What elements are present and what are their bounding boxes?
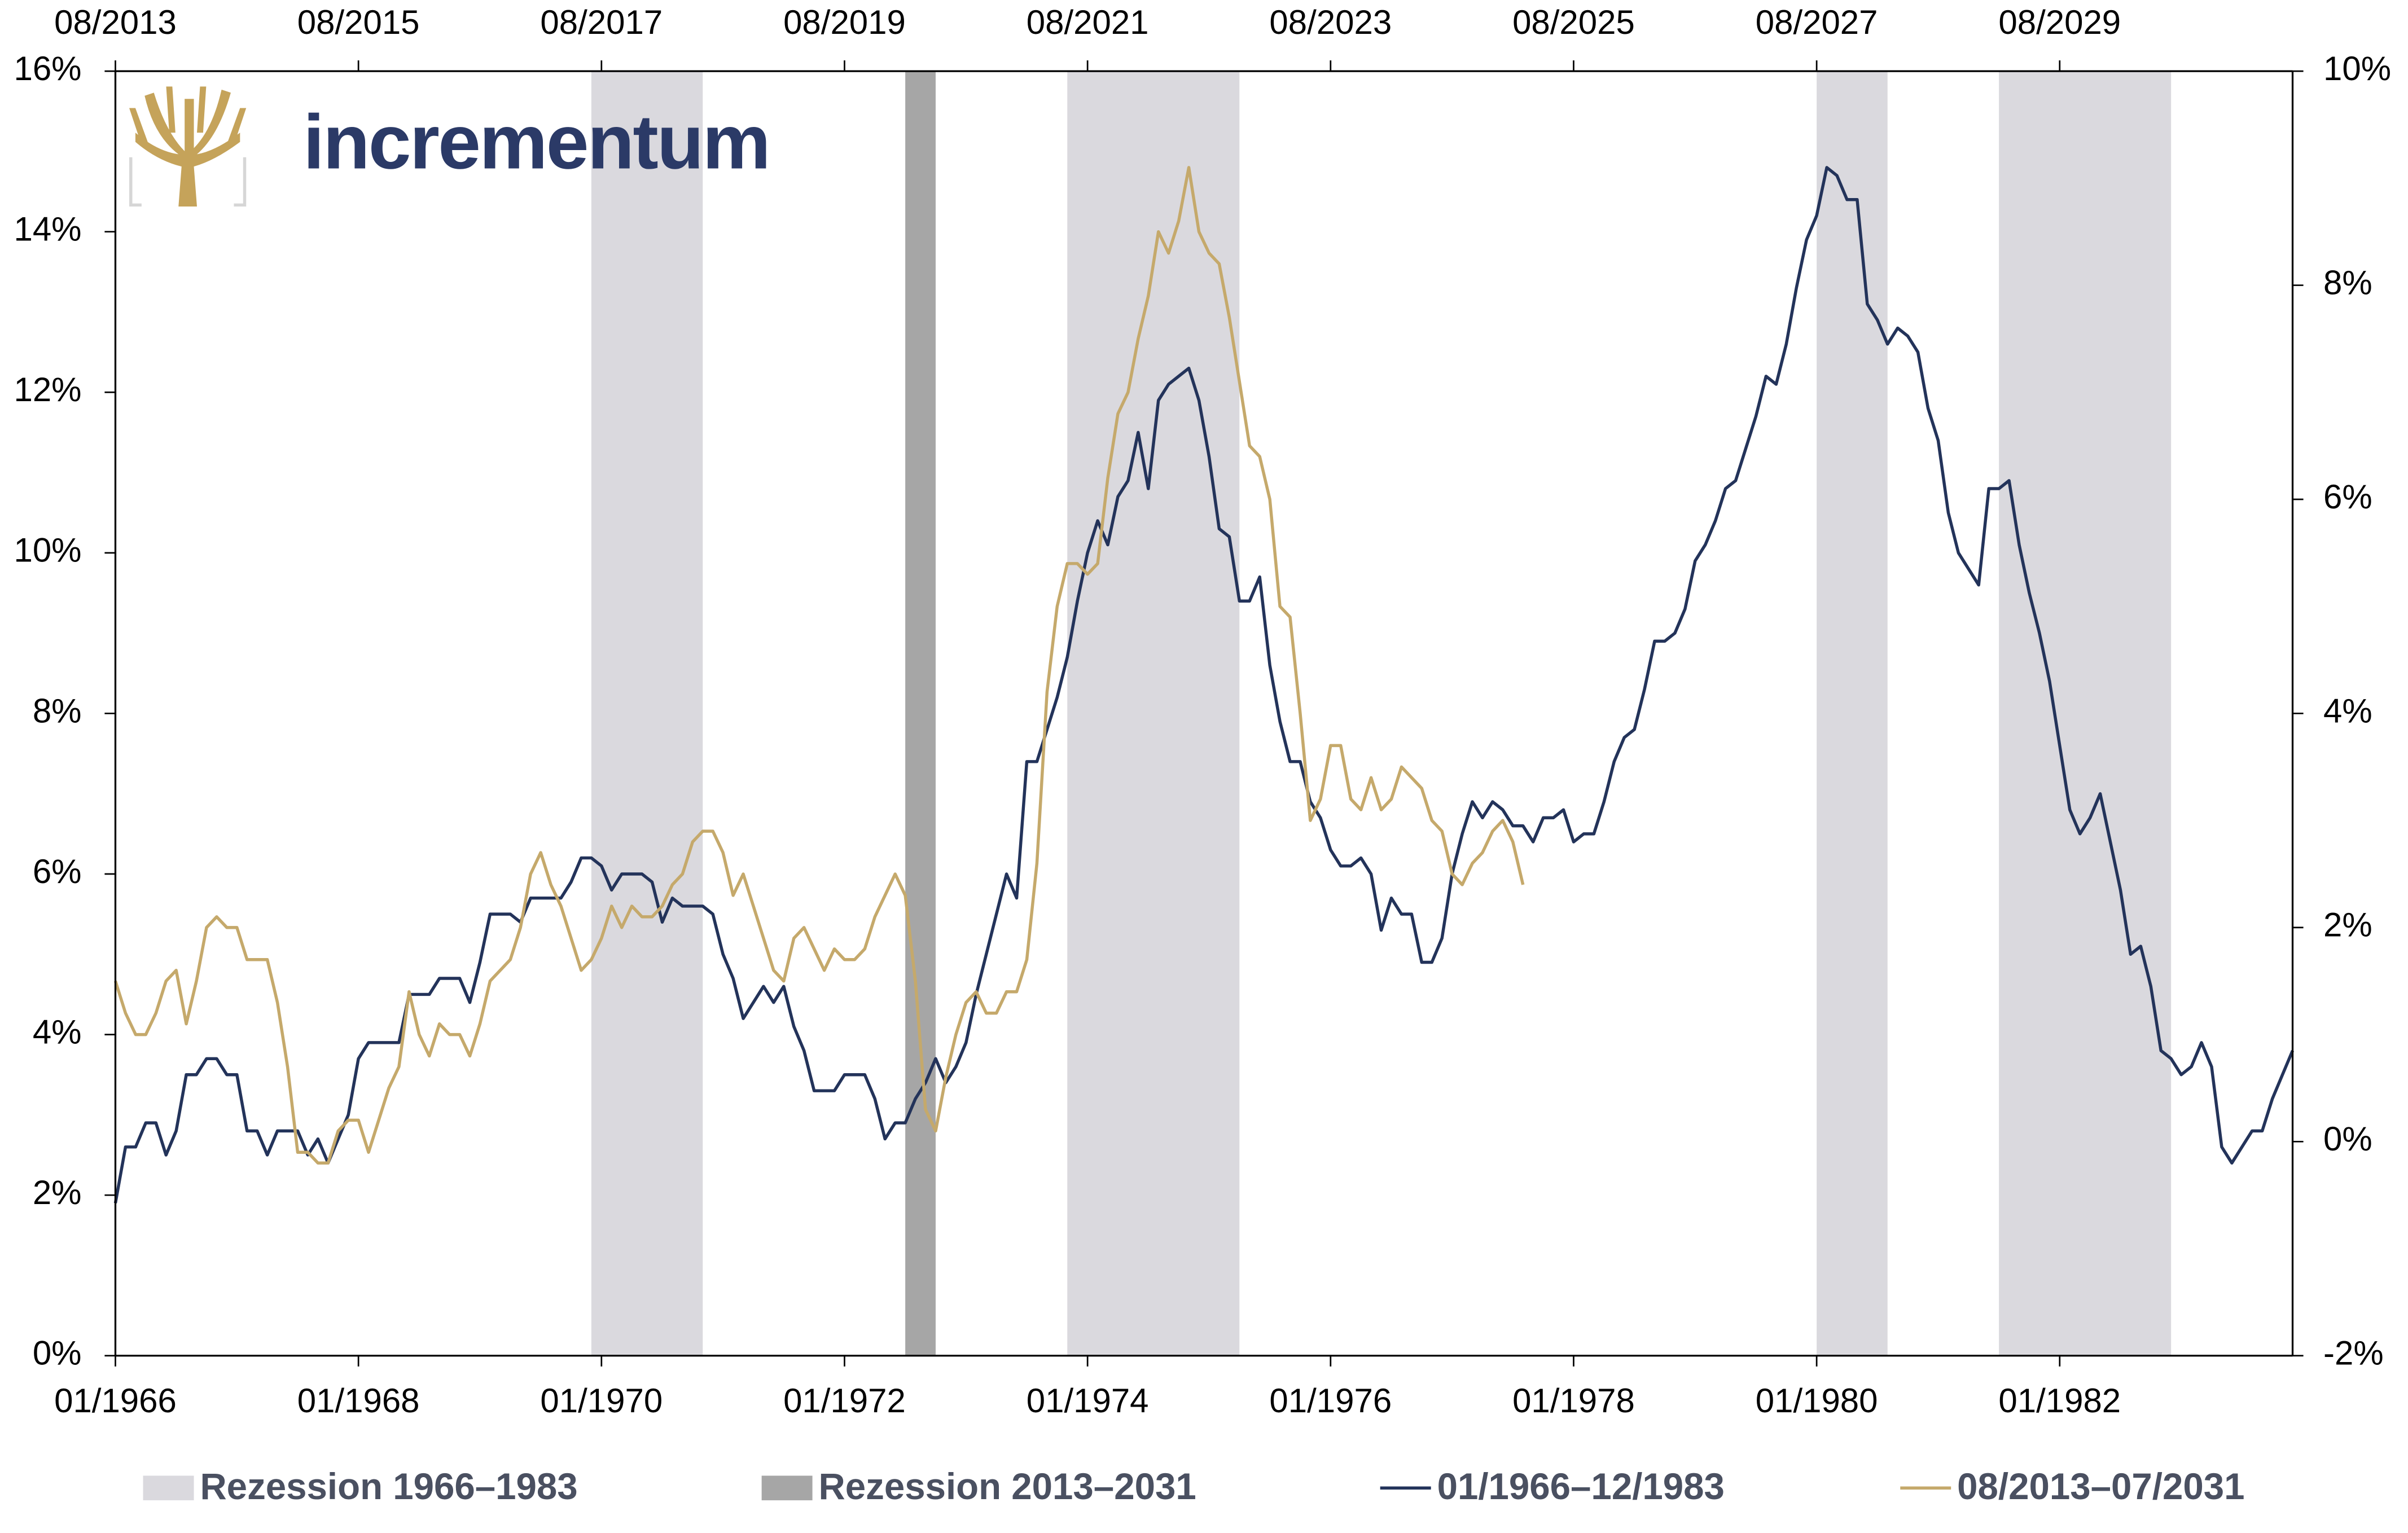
y-tick-label: 10% bbox=[14, 532, 81, 569]
x-tick-label: 01/1966 bbox=[54, 1382, 177, 1420]
y-tick-label: 6% bbox=[33, 853, 82, 890]
y-tick-label: 12% bbox=[14, 371, 81, 408]
legend: Rezession 1966–1983 Rezession 2013–2031 01… bbox=[143, 1466, 2244, 1507]
logo-icon bbox=[129, 86, 247, 207]
legend-label: Rezession 2013–2031 bbox=[819, 1466, 1196, 1507]
x2-tick-label: 08/2029 bbox=[1998, 3, 2121, 41]
y-tick-label: 2% bbox=[33, 1174, 82, 1211]
recession-bands bbox=[591, 71, 2172, 1356]
y2-tick-label: 8% bbox=[2323, 263, 2372, 301]
lines bbox=[113, 166, 2295, 1203]
logo: incrementum bbox=[129, 86, 771, 207]
y2-tick-label: 10% bbox=[2323, 50, 2391, 87]
recession-band bbox=[1999, 71, 2172, 1356]
axes: 0% 2% 4% 6% 8% 10% 12% 14% 16% -2% 0% 2% 4% 6% 8% 10% 01… bbox=[14, 3, 2391, 1420]
x-tick-label: 01/1978 bbox=[1512, 1382, 1635, 1420]
y2-tick-label: 0% bbox=[2323, 1120, 2372, 1158]
x-tick-label: 01/1972 bbox=[783, 1382, 906, 1420]
y2-tick-label: 4% bbox=[2323, 692, 2372, 730]
legend-label: 08/2013–07/2031 bbox=[1957, 1466, 2244, 1507]
series-line bbox=[113, 166, 2295, 1203]
recession-band bbox=[905, 71, 936, 1356]
recession-band bbox=[591, 71, 703, 1356]
y-tick-label: 16% bbox=[14, 50, 81, 87]
series-line bbox=[113, 166, 1525, 1165]
legend-label: 01/1966–12/1983 bbox=[1437, 1466, 1725, 1507]
x2-tick-label: 08/2017 bbox=[540, 3, 663, 41]
x-tick-label: 01/1968 bbox=[297, 1382, 420, 1420]
x2-tick-label: 08/2023 bbox=[1269, 3, 1392, 41]
y2-tick-label: 2% bbox=[2323, 906, 2372, 944]
x-tick-label: 01/1970 bbox=[540, 1382, 663, 1420]
x-tick-label: 01/1980 bbox=[1756, 1382, 1878, 1420]
x-tick-label: 01/1976 bbox=[1269, 1382, 1392, 1420]
y-tick-label: 0% bbox=[33, 1334, 82, 1372]
x2-tick-label: 08/2019 bbox=[783, 3, 906, 41]
recession-band bbox=[1817, 71, 1888, 1356]
x-tick-label: 01/1974 bbox=[1027, 1382, 1149, 1420]
y2-tick-label: -2% bbox=[2323, 1334, 2384, 1372]
recession-band bbox=[1067, 71, 1240, 1356]
legend-label: Rezession 1966–1983 bbox=[200, 1466, 577, 1507]
y-tick-label: 14% bbox=[14, 210, 81, 248]
y2-tick-label: 6% bbox=[2323, 478, 2372, 516]
x2-tick-label: 08/2021 bbox=[1027, 3, 1149, 41]
x2-tick-label: 08/2015 bbox=[297, 3, 420, 41]
logo-text: incrementum bbox=[303, 99, 769, 185]
legend-swatch bbox=[761, 1475, 813, 1501]
y-tick-label: 8% bbox=[33, 692, 82, 730]
x-tick-label: 01/1982 bbox=[1998, 1382, 2121, 1420]
x2-tick-label: 08/2027 bbox=[1756, 3, 1878, 41]
legend-swatch bbox=[143, 1475, 194, 1501]
x2-tick-label: 08/2013 bbox=[54, 3, 177, 41]
x2-tick-label: 08/2025 bbox=[1512, 3, 1635, 41]
y-tick-label: 4% bbox=[33, 1013, 82, 1051]
